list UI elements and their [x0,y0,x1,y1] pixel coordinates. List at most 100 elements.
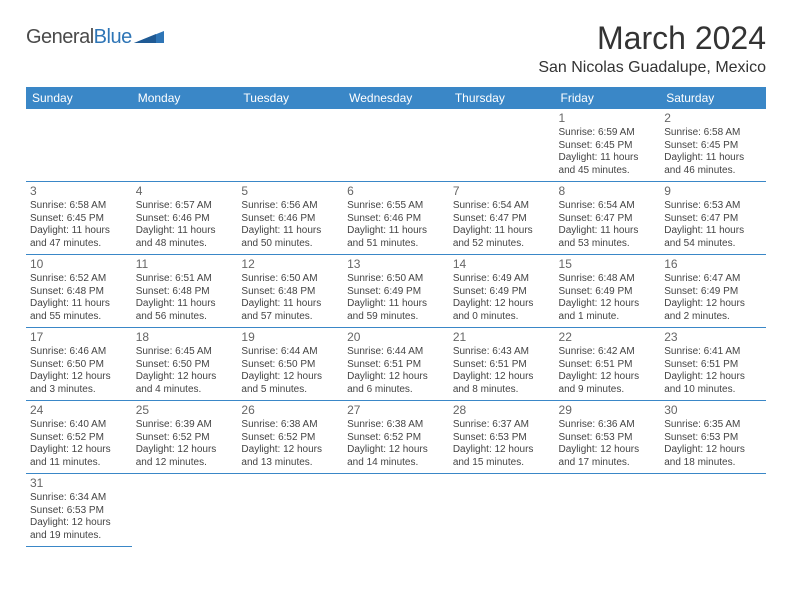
page-header: GeneralBlue March 2024 San Nicolas Guada… [26,20,766,77]
day-cell: 12Sunrise: 6:50 AMSunset: 6:48 PMDayligh… [237,255,343,328]
flag-icon [134,27,164,43]
day-header-cell: Saturday [660,87,766,109]
sunrise-line: Sunrise: 6:43 AM [453,346,551,359]
daylight-line-2: and 59 minutes. [347,311,445,324]
sunrise-line: Sunrise: 6:51 AM [136,273,234,286]
day-cell: 7Sunrise: 6:54 AMSunset: 6:47 PMDaylight… [449,182,555,255]
empty-cell [555,474,661,547]
day-cell: 2Sunrise: 6:58 AMSunset: 6:45 PMDaylight… [660,109,766,182]
daylight-line-2: and 14 minutes. [347,457,445,470]
title-block: March 2024 San Nicolas Guadalupe, Mexico [538,20,766,77]
day-header-cell: Wednesday [343,87,449,109]
calendar-row: 31Sunrise: 6:34 AMSunset: 6:53 PMDayligh… [26,474,766,547]
day-cell: 10Sunrise: 6:52 AMSunset: 6:48 PMDayligh… [26,255,132,328]
daylight-line-2: and 11 minutes. [30,457,128,470]
day-cell: 30Sunrise: 6:35 AMSunset: 6:53 PMDayligh… [660,401,766,474]
daylight-line-2: and 55 minutes. [30,311,128,324]
daylight-line-2: and 15 minutes. [453,457,551,470]
day-cell: 8Sunrise: 6:54 AMSunset: 6:47 PMDaylight… [555,182,661,255]
daylight-line-2: and 9 minutes. [559,384,657,397]
daylight-line-2: and 0 minutes. [453,311,551,324]
day-cell: 27Sunrise: 6:38 AMSunset: 6:52 PMDayligh… [343,401,449,474]
day-cell: 25Sunrise: 6:39 AMSunset: 6:52 PMDayligh… [132,401,238,474]
brand-part1: General [26,26,94,48]
sunrise-line: Sunrise: 6:35 AM [664,419,762,432]
daylight-line-1: Daylight: 12 hours [664,371,762,384]
day-cell: 14Sunrise: 6:49 AMSunset: 6:49 PMDayligh… [449,255,555,328]
brand-name: GeneralBlue [26,26,132,49]
daylight-line-2: and 17 minutes. [559,457,657,470]
sunrise-line: Sunrise: 6:57 AM [136,200,234,213]
day-number: 10 [30,257,128,272]
sunrise-line: Sunrise: 6:56 AM [241,200,339,213]
daylight-line-1: Daylight: 11 hours [347,298,445,311]
day-cell: 24Sunrise: 6:40 AMSunset: 6:52 PMDayligh… [26,401,132,474]
day-header-cell: Sunday [26,87,132,109]
sunrise-line: Sunrise: 6:58 AM [30,200,128,213]
daylight-line-2: and 4 minutes. [136,384,234,397]
day-number: 4 [136,184,234,199]
sunset-line: Sunset: 6:45 PM [559,140,657,153]
day-number: 15 [559,257,657,272]
daylight-line-2: and 57 minutes. [241,311,339,324]
daylight-line-1: Daylight: 12 hours [559,444,657,457]
sunset-line: Sunset: 6:48 PM [136,286,234,299]
day-number: 12 [241,257,339,272]
sunrise-line: Sunrise: 6:36 AM [559,419,657,432]
daylight-line-2: and 50 minutes. [241,238,339,251]
sunset-line: Sunset: 6:52 PM [347,432,445,445]
empty-cell [343,109,449,182]
day-cell: 1Sunrise: 6:59 AMSunset: 6:45 PMDaylight… [555,109,661,182]
day-number: 19 [241,330,339,345]
day-cell: 16Sunrise: 6:47 AMSunset: 6:49 PMDayligh… [660,255,766,328]
sunset-line: Sunset: 6:50 PM [241,359,339,372]
day-number: 14 [453,257,551,272]
sunrise-line: Sunrise: 6:40 AM [30,419,128,432]
day-header-cell: Thursday [449,87,555,109]
sunset-line: Sunset: 6:50 PM [136,359,234,372]
daylight-line-2: and 13 minutes. [241,457,339,470]
sunset-line: Sunset: 6:49 PM [559,286,657,299]
daylight-line-1: Daylight: 12 hours [30,444,128,457]
sunrise-line: Sunrise: 6:38 AM [241,419,339,432]
daylight-line-2: and 53 minutes. [559,238,657,251]
sunrise-line: Sunrise: 6:37 AM [453,419,551,432]
brand-part2: Blue [94,26,132,48]
sunset-line: Sunset: 6:52 PM [241,432,339,445]
daylight-line-1: Daylight: 11 hours [136,225,234,238]
daylight-line-2: and 47 minutes. [30,238,128,251]
day-number: 7 [453,184,551,199]
daylight-line-1: Daylight: 12 hours [241,444,339,457]
sunset-line: Sunset: 6:46 PM [241,213,339,226]
day-cell: 21Sunrise: 6:43 AMSunset: 6:51 PMDayligh… [449,328,555,401]
day-cell: 5Sunrise: 6:56 AMSunset: 6:46 PMDaylight… [237,182,343,255]
daylight-line-1: Daylight: 12 hours [559,371,657,384]
daylight-line-1: Daylight: 12 hours [241,371,339,384]
daylight-line-1: Daylight: 12 hours [664,444,762,457]
day-number: 27 [347,403,445,418]
sunset-line: Sunset: 6:47 PM [559,213,657,226]
sunrise-line: Sunrise: 6:53 AM [664,200,762,213]
daylight-line-2: and 10 minutes. [664,384,762,397]
sunset-line: Sunset: 6:53 PM [664,432,762,445]
day-number: 29 [559,403,657,418]
daylight-line-2: and 12 minutes. [136,457,234,470]
sunrise-line: Sunrise: 6:47 AM [664,273,762,286]
sunset-line: Sunset: 6:49 PM [664,286,762,299]
daylight-line-1: Daylight: 12 hours [664,298,762,311]
calendar-row: 3Sunrise: 6:58 AMSunset: 6:45 PMDaylight… [26,182,766,255]
daylight-line-2: and 52 minutes. [453,238,551,251]
sunrise-line: Sunrise: 6:44 AM [241,346,339,359]
day-number: 16 [664,257,762,272]
daylight-line-2: and 51 minutes. [347,238,445,251]
day-cell: 15Sunrise: 6:48 AMSunset: 6:49 PMDayligh… [555,255,661,328]
daylight-line-1: Daylight: 12 hours [453,298,551,311]
empty-cell [343,474,449,547]
daylight-line-2: and 2 minutes. [664,311,762,324]
empty-cell [237,474,343,547]
sunset-line: Sunset: 6:51 PM [559,359,657,372]
daylight-line-1: Daylight: 12 hours [347,444,445,457]
day-cell: 11Sunrise: 6:51 AMSunset: 6:48 PMDayligh… [132,255,238,328]
calendar-row: 1Sunrise: 6:59 AMSunset: 6:45 PMDaylight… [26,109,766,182]
day-number: 13 [347,257,445,272]
